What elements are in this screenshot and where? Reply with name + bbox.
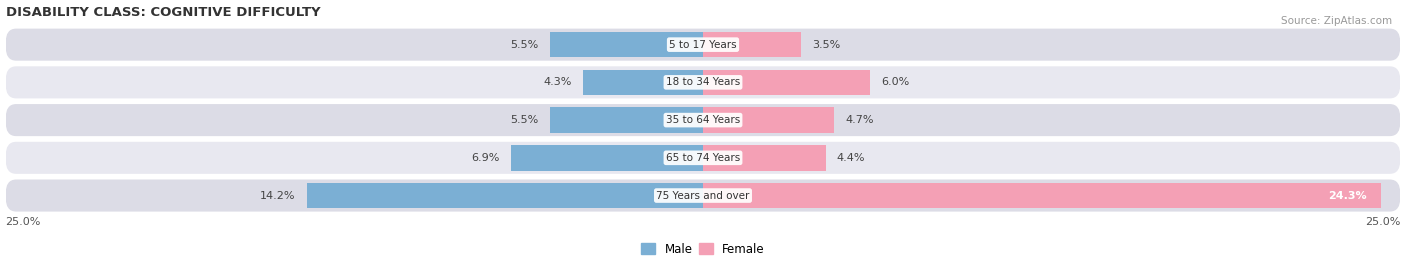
Text: 65 to 74 Years: 65 to 74 Years xyxy=(666,153,740,163)
Bar xyxy=(703,70,870,95)
Text: 4.4%: 4.4% xyxy=(837,153,866,163)
Text: 25.0%: 25.0% xyxy=(6,217,41,227)
Bar xyxy=(550,107,703,133)
Text: 4.7%: 4.7% xyxy=(845,115,873,125)
Bar xyxy=(307,183,703,208)
Text: 14.2%: 14.2% xyxy=(260,191,295,201)
Text: 6.0%: 6.0% xyxy=(882,77,910,87)
FancyBboxPatch shape xyxy=(6,180,1400,212)
Text: 18 to 34 Years: 18 to 34 Years xyxy=(666,77,740,87)
Bar xyxy=(703,32,800,58)
FancyBboxPatch shape xyxy=(6,142,1400,174)
Bar xyxy=(703,145,825,171)
Text: DISABILITY CLASS: COGNITIVE DIFFICULTY: DISABILITY CLASS: COGNITIVE DIFFICULTY xyxy=(6,6,321,19)
Bar xyxy=(550,32,703,58)
Text: Source: ZipAtlas.com: Source: ZipAtlas.com xyxy=(1281,16,1392,26)
Legend: Male, Female: Male, Female xyxy=(637,238,769,261)
Bar xyxy=(583,70,703,95)
Text: 35 to 64 Years: 35 to 64 Years xyxy=(666,115,740,125)
Bar xyxy=(703,183,1381,208)
Bar xyxy=(510,145,703,171)
FancyBboxPatch shape xyxy=(6,104,1400,136)
Text: 4.3%: 4.3% xyxy=(544,77,572,87)
Text: 24.3%: 24.3% xyxy=(1329,191,1367,201)
Text: 6.9%: 6.9% xyxy=(471,153,499,163)
FancyBboxPatch shape xyxy=(6,29,1400,61)
Text: 75 Years and over: 75 Years and over xyxy=(657,191,749,201)
Text: 5.5%: 5.5% xyxy=(510,40,538,50)
Text: 25.0%: 25.0% xyxy=(1365,217,1400,227)
Text: 3.5%: 3.5% xyxy=(811,40,839,50)
Text: 5 to 17 Years: 5 to 17 Years xyxy=(669,40,737,50)
Bar xyxy=(703,107,834,133)
Text: 5.5%: 5.5% xyxy=(510,115,538,125)
FancyBboxPatch shape xyxy=(6,66,1400,98)
